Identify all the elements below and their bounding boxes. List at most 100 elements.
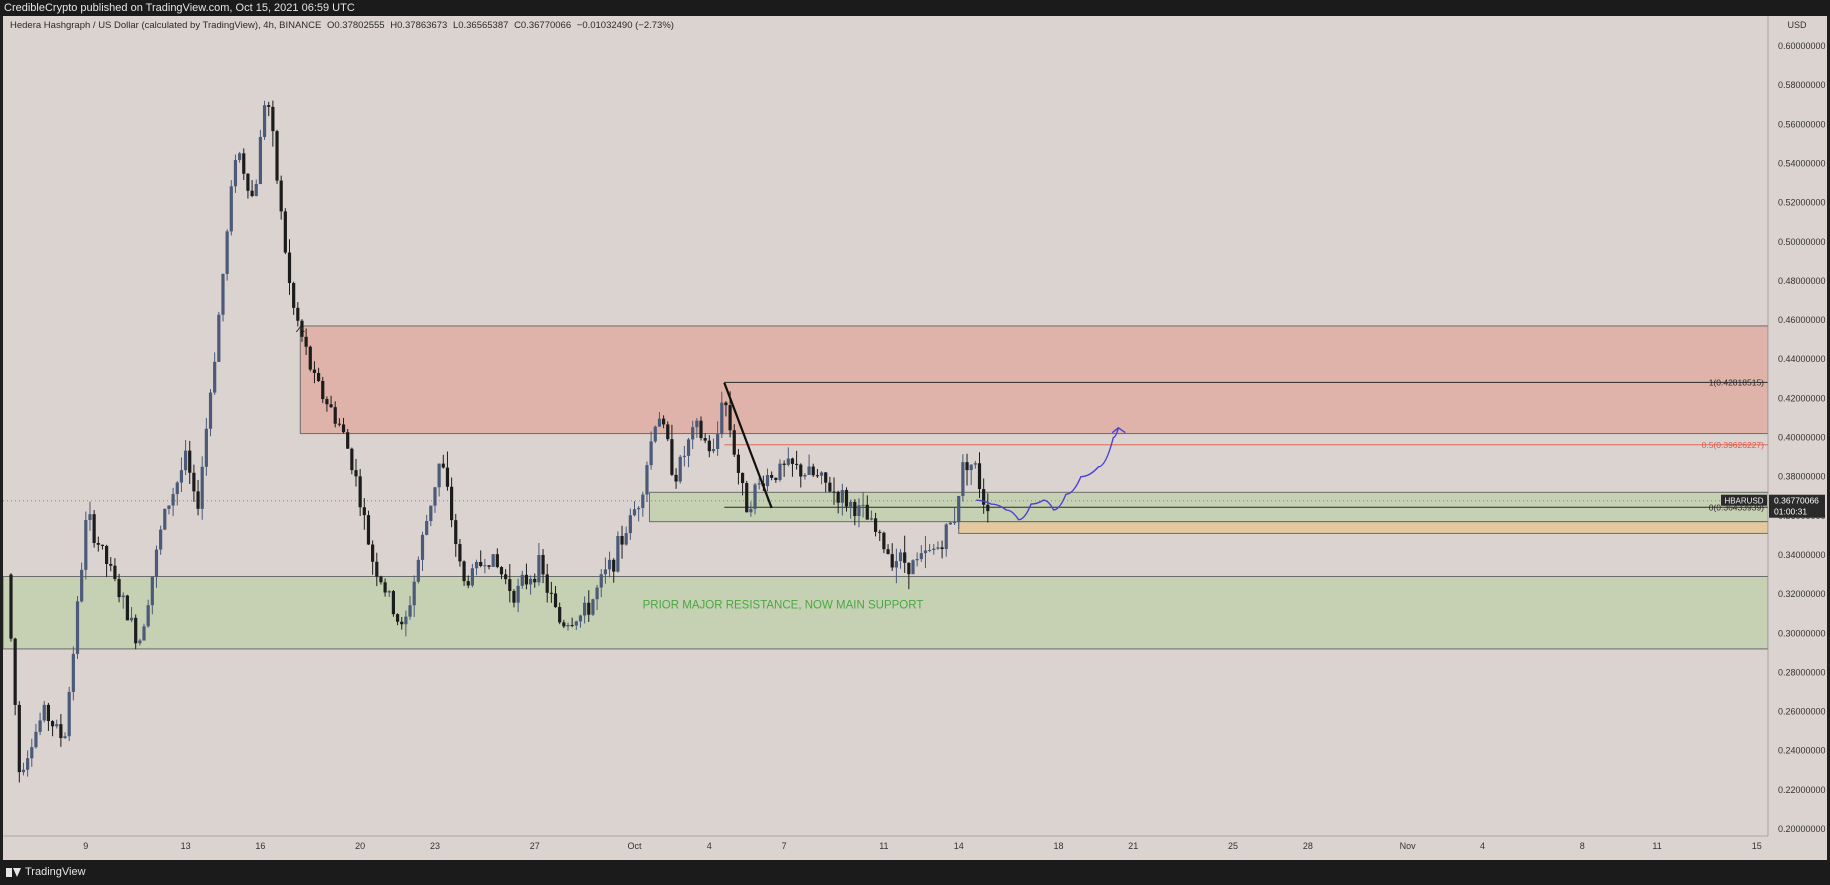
candle-body [549,592,553,594]
candle-body [258,136,262,184]
time-tick-label: Oct [627,841,642,851]
ohlc-low: L0.36565387 [452,20,509,31]
candle-body [553,593,558,608]
candle-body [495,554,499,568]
candle-body [213,361,217,393]
time-tick-label: 16 [255,841,265,851]
candle-body [649,441,653,466]
candle-body [121,595,125,598]
symbol-tag-box [1721,494,1767,506]
candle-body [283,211,287,253]
candle-body [171,494,175,506]
candle-body [533,578,537,583]
candle-body [541,555,545,575]
candle-body [703,438,707,441]
time-tick-label: Nov [1400,841,1417,851]
candle-body [38,720,42,732]
candle-body [774,477,778,480]
candle-body [200,466,204,509]
candle-body [765,475,770,487]
candle-body [400,621,404,625]
candle-body [915,559,919,561]
candle-body [159,529,163,550]
time-tick-label: 20 [355,841,365,851]
price-tick-label: 0.32000000 [1778,589,1826,599]
candle-body [641,494,645,508]
price-chart[interactable]: 1(0.42818515) 0.5(0.39626227) 0(0.36433939… [3,16,1827,860]
price-axis [1768,16,1827,860]
time-tick-label: 18 [1053,841,1063,851]
candle-body [790,458,795,464]
candle-body [873,518,878,532]
candle-body [932,548,936,550]
candle-body [341,424,346,433]
candle-body [183,450,188,471]
candle-body [445,467,450,487]
candle-body [645,465,649,495]
price-tick-label: 0.28000000 [1778,667,1826,677]
candle-body [50,721,55,727]
candle-body [458,544,462,562]
candle-body [986,504,990,512]
candle-body [632,509,637,516]
candle-body [578,615,583,622]
candle-body [134,617,138,644]
candle-body [267,105,271,107]
price-tick-label: 0.52000000 [1778,198,1826,208]
candle-body [208,392,213,429]
time-tick-label: 25 [1228,841,1238,851]
time-tick-label: 14 [954,841,964,851]
candle-body [412,581,416,606]
candle-body [88,514,92,521]
candle-body [296,307,300,321]
candle-body [9,574,13,639]
candle-body [583,602,587,616]
fib-level-label: 0(0.36433939) [1709,502,1764,512]
candle-body [844,489,849,507]
candle-body [770,475,774,478]
candle-body [474,561,479,569]
candle-body [487,565,491,567]
candle-body [799,464,803,477]
price-tick-label: 0.30000000 [1778,628,1826,638]
candle-body [699,420,703,439]
candle-body [433,487,437,506]
candle-body [948,522,953,525]
price-tick-label: 0.46000000 [1778,315,1826,325]
candle-body [666,424,670,440]
candle-body [545,574,549,593]
candle-body [371,544,375,562]
chart-panel[interactable]: 1(0.42818515) 0.5(0.39626227) 0(0.36433939… [3,16,1827,860]
candle-body [13,638,17,705]
candle-body [67,691,71,737]
candle-body [828,482,832,492]
candle-body [537,555,541,583]
candle-body [616,536,620,572]
candle-body [952,522,957,524]
price-tick-label: 0.48000000 [1778,276,1826,286]
candle-body [566,624,570,627]
price-tick-label: 0.22000000 [1778,785,1826,795]
candle-body [807,466,811,475]
candle-body [17,704,21,773]
candle-body [786,458,790,465]
candle-body [192,472,196,492]
candle-body [333,407,337,424]
candle-body [146,605,150,627]
price-tick-label: 0.60000000 [1778,41,1826,51]
candle-body [857,505,861,517]
candle-body [308,346,312,370]
candle-body [778,463,782,480]
candle-body [358,476,362,508]
candle-body [225,231,229,274]
ohlc-change: −0.01032490 (−2.73%) [576,20,674,31]
candle-body [691,427,695,440]
ohlc-open: O0.37802555 [327,20,385,31]
candle-body [30,747,34,759]
candle-body [437,463,441,488]
candle-body [599,574,603,588]
candle-body [454,520,458,545]
last-price-tag-box [1769,494,1825,518]
candle-body [420,534,425,560]
candle-body [795,463,799,465]
